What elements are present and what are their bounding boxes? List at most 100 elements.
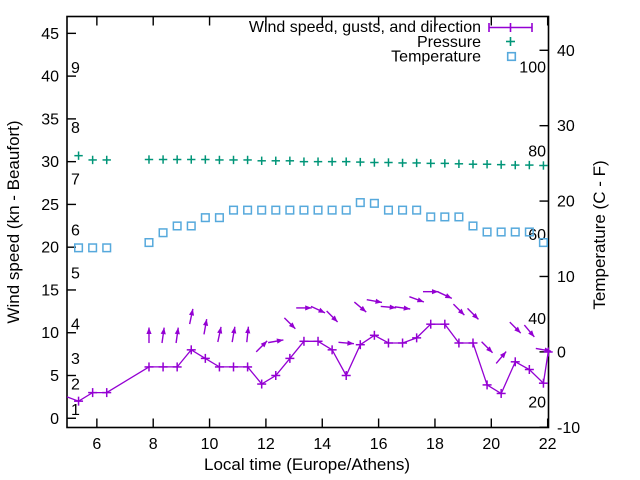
x-tick-label: 22: [539, 436, 557, 453]
wind-direction-arrow-head: [318, 307, 326, 313]
fahrenheit-scale-label: 20: [528, 395, 546, 412]
wind-direction-arrow-head: [457, 308, 465, 316]
fahrenheit-scale-label: 40: [528, 311, 546, 328]
wind-direction-arrow-head: [431, 289, 439, 295]
wind-direction-arrow-head: [260, 340, 268, 348]
wind-direction-arrow-head: [231, 326, 237, 334]
temperature-point: [186, 221, 196, 231]
wind-direction-arrow-head: [544, 347, 552, 353]
x-tick-label: 12: [257, 436, 275, 453]
wind-direction-arrow-head: [217, 326, 223, 334]
x-tick-label: 16: [370, 436, 388, 453]
wind-direction-arrow-head: [276, 338, 284, 344]
y-tick-label: 25: [41, 197, 59, 214]
wind-direction-arrow-head: [375, 298, 383, 304]
wind-direction-arrow-head: [288, 322, 296, 329]
temperature-point: [496, 227, 506, 237]
temperature-point: [271, 205, 281, 215]
temperature-point: [257, 205, 267, 215]
wind-direction-arrow-head: [403, 305, 411, 311]
legend-label-pressure: Pressure: [417, 34, 481, 51]
temperature-point: [285, 205, 295, 215]
y2-axis-title: Temperature (C - F): [590, 160, 609, 309]
temperature-point: [538, 237, 548, 248]
wind-direction-arrow-head: [245, 326, 251, 334]
fahrenheit-scale-label: 100: [519, 60, 546, 77]
temperature-point: [200, 213, 210, 223]
beaufort-scale-label: 7: [71, 171, 80, 188]
y-tick-label: 45: [41, 26, 59, 43]
wind-direction-arrow-head: [472, 312, 479, 320]
legend-label-temperature: Temperature: [391, 49, 481, 66]
temperature-point: [524, 227, 534, 237]
wind-direction-arrow-head: [331, 315, 338, 322]
fahrenheit-scale-label: 80: [528, 143, 546, 160]
temperature-point: [412, 205, 422, 215]
y-tick-label: 20: [41, 240, 59, 257]
x-tick-label: 10: [201, 436, 219, 453]
wind-direction-arrow-head: [444, 293, 452, 299]
temperature-point: [510, 227, 520, 237]
wind-direction-arrow-head: [416, 297, 424, 303]
temperature-point: [299, 205, 309, 215]
temperature-point: [228, 205, 239, 215]
x-axis-title: Local time (Europe/Athens): [204, 455, 410, 474]
temperature-point: [144, 237, 154, 248]
y-tick-label: 0: [50, 411, 59, 428]
temperature-point: [369, 198, 379, 208]
legend-label-wind: Wind speed, gusts, and direction: [249, 19, 481, 36]
temperature-point: [468, 221, 478, 231]
wind-direction-arrow-head: [347, 340, 354, 346]
y-tick-label: 15: [41, 282, 59, 299]
temperature-point: [383, 205, 394, 215]
x-tick-label: 14: [313, 436, 331, 453]
temperature-point: [243, 205, 253, 215]
temperature-point: [355, 198, 365, 208]
temperature-point: [158, 228, 168, 238]
y-axis-title: Wind speed (kn - Beaufort): [4, 120, 23, 323]
wind-speed-line: [66, 323, 549, 402]
wind-direction-arrow-head: [160, 327, 166, 335]
temperature-point: [482, 227, 492, 237]
temperature-point: [214, 213, 224, 223]
temperature-point: [88, 243, 98, 253]
y2-tick-label: 0: [557, 344, 566, 361]
y-tick-label: 30: [41, 154, 59, 171]
wind-direction-arrow-head: [188, 308, 195, 316]
y-tick-label: 35: [41, 111, 59, 128]
y2-tick-label: 20: [557, 194, 575, 211]
wind-direction-arrow-head: [174, 327, 180, 335]
legend-sample-temperature: [506, 51, 517, 62]
temperature-point: [172, 221, 182, 231]
wind-direction-arrow-head: [486, 346, 493, 353]
x-tick-label: 8: [149, 436, 158, 453]
y2-tick-label: -10: [557, 420, 580, 437]
beaufort-scale-label: 4: [71, 317, 80, 334]
y2-tick-label: 10: [557, 269, 575, 286]
plot-border: [66, 15, 550, 429]
beaufort-scale-label: 5: [71, 265, 80, 282]
y-tick-label: 10: [41, 325, 59, 342]
wind-direction-arrow-head: [359, 305, 367, 313]
x-tick-label: 18: [426, 436, 444, 453]
beaufort-scale-label: 8: [71, 120, 80, 137]
wind-direction-arrow-head: [528, 330, 535, 337]
beaufort-scale-label: 3: [71, 351, 80, 368]
beaufort-scale-label: 2: [71, 377, 80, 394]
temperature-point: [313, 205, 323, 215]
temperature-point: [327, 205, 337, 215]
y-tick-label: 40: [41, 69, 59, 86]
y2-tick-label: 40: [557, 43, 575, 60]
temperature-point: [440, 212, 450, 222]
y-tick-label: 5: [50, 368, 59, 385]
temperature-point: [398, 205, 408, 215]
temperature-point: [102, 243, 112, 253]
wind-direction-arrow-head: [499, 351, 507, 359]
x-tick-label: 6: [92, 436, 101, 453]
wind-direction-arrow-head: [202, 319, 209, 326]
temperature-point: [74, 243, 84, 253]
x-tick-label: 20: [482, 436, 500, 453]
temperature-point: [341, 205, 351, 215]
